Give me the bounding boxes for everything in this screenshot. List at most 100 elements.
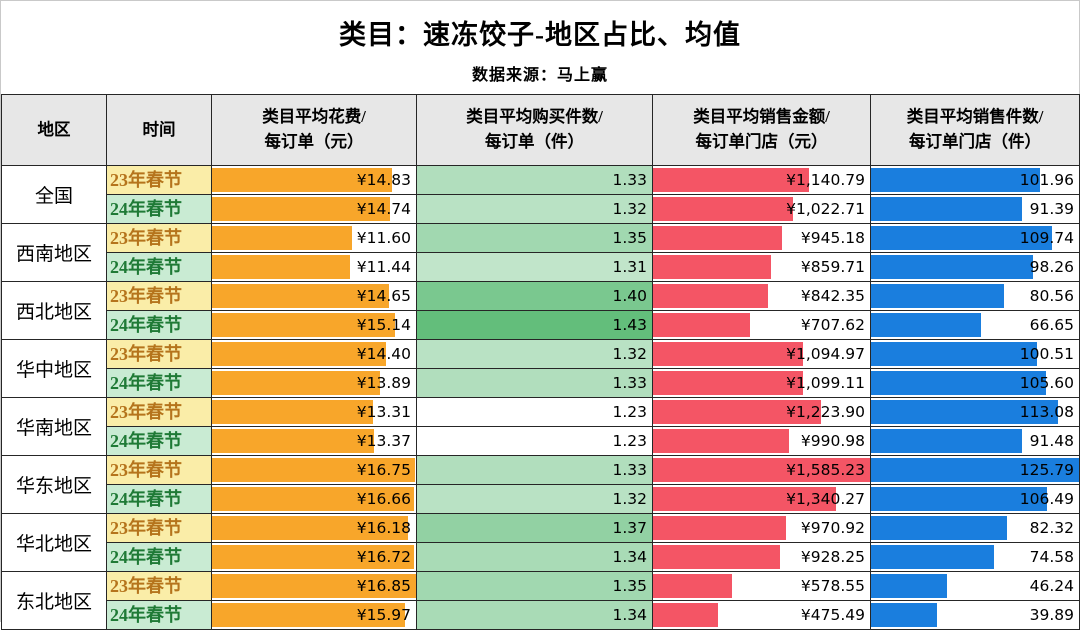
amount-data-bar [653,255,771,279]
page-subtitle: 数据来源：马上赢 [471,67,608,84]
units-value: 101.96 [1019,171,1074,189]
amount-bar-cell: ¥1,140.79 [652,165,871,195]
spend-bar-cell: ¥13.37 [211,426,417,456]
items-value: 1.33 [612,461,647,479]
spend-data-bar [212,342,387,366]
amount-value: ¥1,340.27 [786,490,865,508]
items-scale-cell: 1.43 [416,310,653,340]
amount-data-bar [653,168,810,192]
items-value: 1.32 [612,490,647,508]
spend-bar-cell: ¥14.65 [211,281,417,311]
table-row: 24年春节 ¥13.89 1.33 ¥1,099.11 105.60 [2,368,1080,398]
units-bar-cell: 98.26 [870,252,1080,282]
amount-value: ¥1,140.79 [786,171,865,189]
column-header-region: 地区 [1,94,107,166]
units-data-bar [871,197,1023,221]
table-row: 24年春节 ¥13.37 1.23 ¥990.98 91.48 [2,426,1080,456]
units-value: 66.65 [1029,316,1074,334]
table-row: 华东地区 23年春节 ¥16.75 1.33 ¥1,585.23 125.79 [1,455,1080,514]
spend-data-bar [212,226,353,250]
region-cell: 华中地区 [1,339,107,398]
amount-bar-cell: ¥990.98 [652,426,871,456]
amount-value: ¥928.25 [800,548,865,566]
spend-value: ¥14.74 [356,200,411,218]
amount-bar-cell: ¥928.25 [652,542,871,572]
amount-value: ¥990.98 [800,432,865,450]
units-data-bar [871,342,1038,366]
table-row: 西北地区 23年春节 ¥14.65 1.40 ¥842.35 80.56 [1,281,1080,340]
spend-bar-cell: ¥16.72 [211,542,417,572]
spend-data-bar [212,429,374,453]
spend-data-bar [212,197,391,221]
units-bar-cell: 109.74 [870,223,1080,253]
region-cell: 西北地区 [1,281,107,340]
units-bar-cell: 46.24 [870,571,1080,601]
page-title: 类目：速冻饺子-地区占比、均值 [339,20,741,50]
units-value: 113.08 [1019,403,1074,421]
spend-bar-cell: ¥14.83 [211,165,417,195]
items-scale-cell: 1.33 [416,368,653,398]
title-area: 类目：速冻饺子-地区占比、均值 数据来源：马上赢 [1,1,1079,94]
amount-value: ¥707.62 [800,316,865,334]
spend-data-bar [212,400,374,424]
items-value: 1.34 [612,606,647,624]
units-bar-cell: 91.48 [870,426,1080,456]
spend-value: ¥16.66 [356,490,411,508]
region-cell: 华东地区 [1,455,107,514]
items-scale-cell: 1.35 [416,223,653,253]
items-scale-cell: 1.33 [416,455,653,485]
units-value: 46.24 [1029,577,1074,595]
region-cell: 西南地区 [1,223,107,282]
amount-bar-cell: ¥970.92 [652,513,871,543]
spend-value: ¥13.31 [356,403,411,421]
period-label: 24年春节 [110,315,182,335]
spend-data-bar [212,255,351,279]
amount-data-bar [653,371,804,395]
units-bar-cell: 80.56 [870,281,1080,311]
items-scale-cell: 1.32 [416,339,653,369]
amount-value: ¥475.49 [800,606,865,624]
items-scale-cell: 1.31 [416,252,653,282]
items-scale-cell: 1.40 [416,281,653,311]
table-row: 华南地区 23年春节 ¥13.31 1.23 ¥1,223.90 113.08 [1,397,1080,456]
amount-value: ¥1,022.71 [786,200,865,218]
table-row: 24年春节 ¥15.97 1.34 ¥475.49 39.89 [2,600,1080,630]
units-data-bar [871,313,982,337]
units-value: 74.58 [1029,548,1074,566]
items-value: 1.37 [612,519,647,537]
units-data-bar [871,226,1053,250]
period-cell: 24年春节 [106,194,212,224]
period-cell: 23年春节 [106,571,212,601]
spend-value: ¥16.72 [356,548,411,566]
units-data-bar [871,487,1048,511]
table-row: 全国 23年春节 ¥14.83 1.33 ¥1,140.79 101.96 [1,165,1080,224]
units-data-bar [871,400,1058,424]
items-scale-cell: 1.23 [416,397,653,427]
amount-bar-cell: ¥707.62 [652,310,871,340]
amount-bar-cell: ¥1,340.27 [652,484,871,514]
units-value: 80.56 [1029,287,1074,305]
column-header-avg-spend: 类目平均花费/ 每订单（元） [211,94,417,166]
amount-data-bar [653,603,719,627]
period-cell: 24年春节 [106,484,212,514]
spend-data-bar [212,487,414,511]
amount-bar-cell: ¥1,022.71 [652,194,871,224]
period-label: 23年春节 [110,170,182,190]
units-bar-cell: 91.39 [870,194,1080,224]
units-bar-cell: 105.60 [870,368,1080,398]
amount-value: ¥859.71 [800,258,865,276]
amount-value: ¥970.92 [800,519,865,537]
header-row: 地区 时间 类目平均花费/ 每订单（元） 类目平均购买件数/ 每订单（件） 类目… [1,94,1080,166]
period-cell: 24年春节 [106,310,212,340]
items-value: 1.43 [612,316,647,334]
amount-value: ¥945.18 [800,229,865,247]
items-value: 1.23 [612,403,647,421]
units-data-bar [871,371,1046,395]
period-label: 23年春节 [110,402,182,422]
amount-value: ¥1,223.90 [786,403,865,421]
spend-bar-cell: ¥16.66 [211,484,417,514]
units-value: 106.49 [1019,490,1074,508]
period-label: 23年春节 [110,518,182,538]
region-cell: 东北地区 [1,571,107,630]
